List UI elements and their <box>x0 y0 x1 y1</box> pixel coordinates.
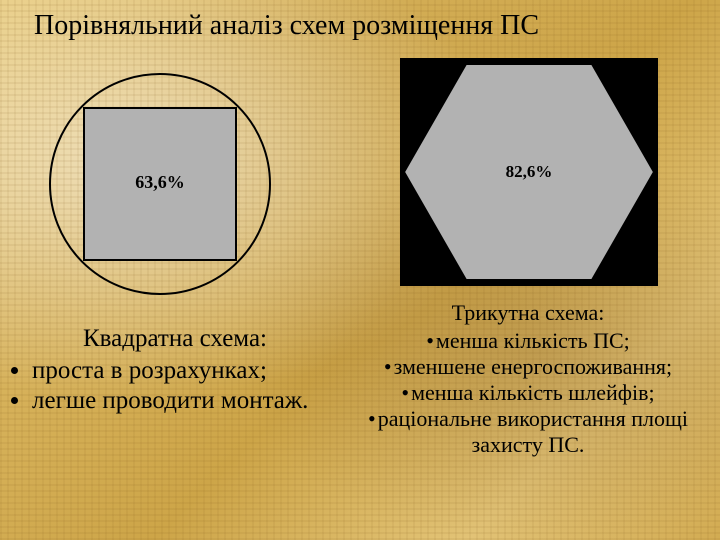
page-title: Порівняльний аналіз схем розміщення ПС <box>34 10 539 42</box>
right-heading: Трикутна схема: <box>356 300 700 326</box>
list-item: легше проводити монтаж. <box>32 386 340 416</box>
left-bullet-list: проста в розрахунках; легше проводити мо… <box>10 356 340 416</box>
list-item: проста в розрахунках; <box>32 356 340 386</box>
figure-square-scheme: 63,6% <box>40 66 280 296</box>
caption-square-scheme: Квадратна схема: проста в розрахунках; л… <box>10 324 340 416</box>
right-percentage-label: 82,6% <box>400 162 658 182</box>
list-item: раціональне використання площі захисту П… <box>356 406 700 458</box>
slide-page: Порівняльний аналіз схем розміщення ПС 6… <box>0 0 720 540</box>
list-item: менша кількість шлейфів; <box>356 380 700 406</box>
figure-hexagon-scheme: 82,6% <box>400 58 658 286</box>
list-item: менша кількість ПС; <box>356 328 700 354</box>
left-heading: Квадратна схема: <box>10 324 340 354</box>
list-item: зменшене енергоспоживання; <box>356 354 700 380</box>
left-percentage-label: 63,6% <box>40 172 280 193</box>
right-bullet-list: менша кількість ПС; зменшене енергоспожи… <box>356 328 700 458</box>
caption-triangle-scheme: Трикутна схема: менша кількість ПС; змен… <box>356 300 700 458</box>
